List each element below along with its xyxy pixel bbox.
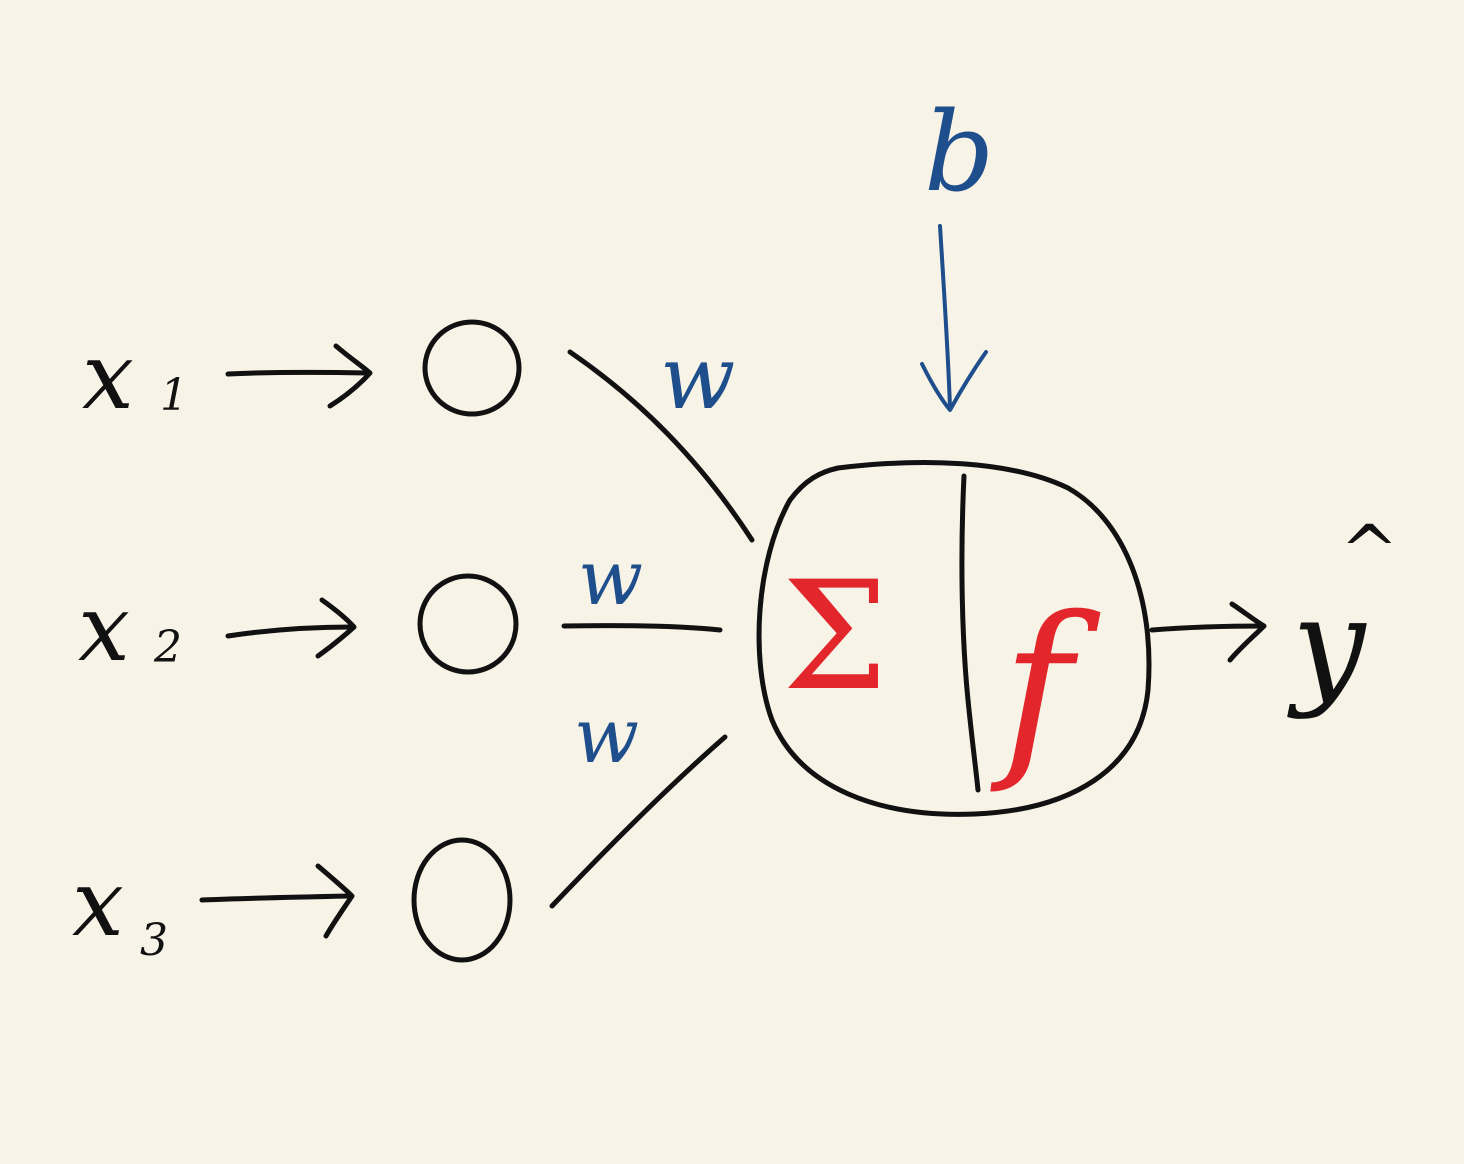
input-arrow-2	[225, 597, 357, 659]
sum-symbol: Σ	[782, 550, 888, 724]
activation-symbol: f	[990, 576, 1101, 797]
connection-1	[567, 349, 755, 543]
connection-3	[549, 734, 728, 909]
connection-2	[561, 623, 723, 633]
neuron-divider	[959, 473, 981, 793]
output-y-hat: ^ y	[1287, 510, 1399, 721]
weight-label-1: w	[660, 326, 735, 429]
input-x3-subscript: 3	[140, 915, 168, 966]
output-hat: ^	[1340, 510, 1399, 592]
input-arrow-1	[225, 343, 373, 409]
input-x2-symbol: x	[78, 575, 130, 682]
weight-label-2: w	[578, 533, 643, 622]
input-x3: x 3	[72, 850, 168, 966]
input-x1-subscript: 1	[160, 370, 188, 421]
output-symbol: y	[1287, 569, 1367, 721]
input-x2-subscript: 2	[153, 622, 182, 673]
input-node-2	[417, 573, 519, 675]
neuron-body	[756, 460, 1152, 817]
input-x2: x 2	[78, 575, 182, 682]
output-arrow	[1149, 601, 1267, 663]
bias-label: b	[924, 88, 994, 216]
input-x1: x 1	[82, 323, 188, 430]
input-x3-symbol: x	[72, 850, 124, 957]
input-x1-symbol: x	[82, 323, 134, 430]
input-arrow-3	[199, 863, 355, 939]
input-node-1	[422, 319, 522, 417]
weight-label-3: w	[574, 691, 639, 780]
input-node-3	[411, 837, 513, 963]
bias-arrow	[920, 224, 988, 412]
